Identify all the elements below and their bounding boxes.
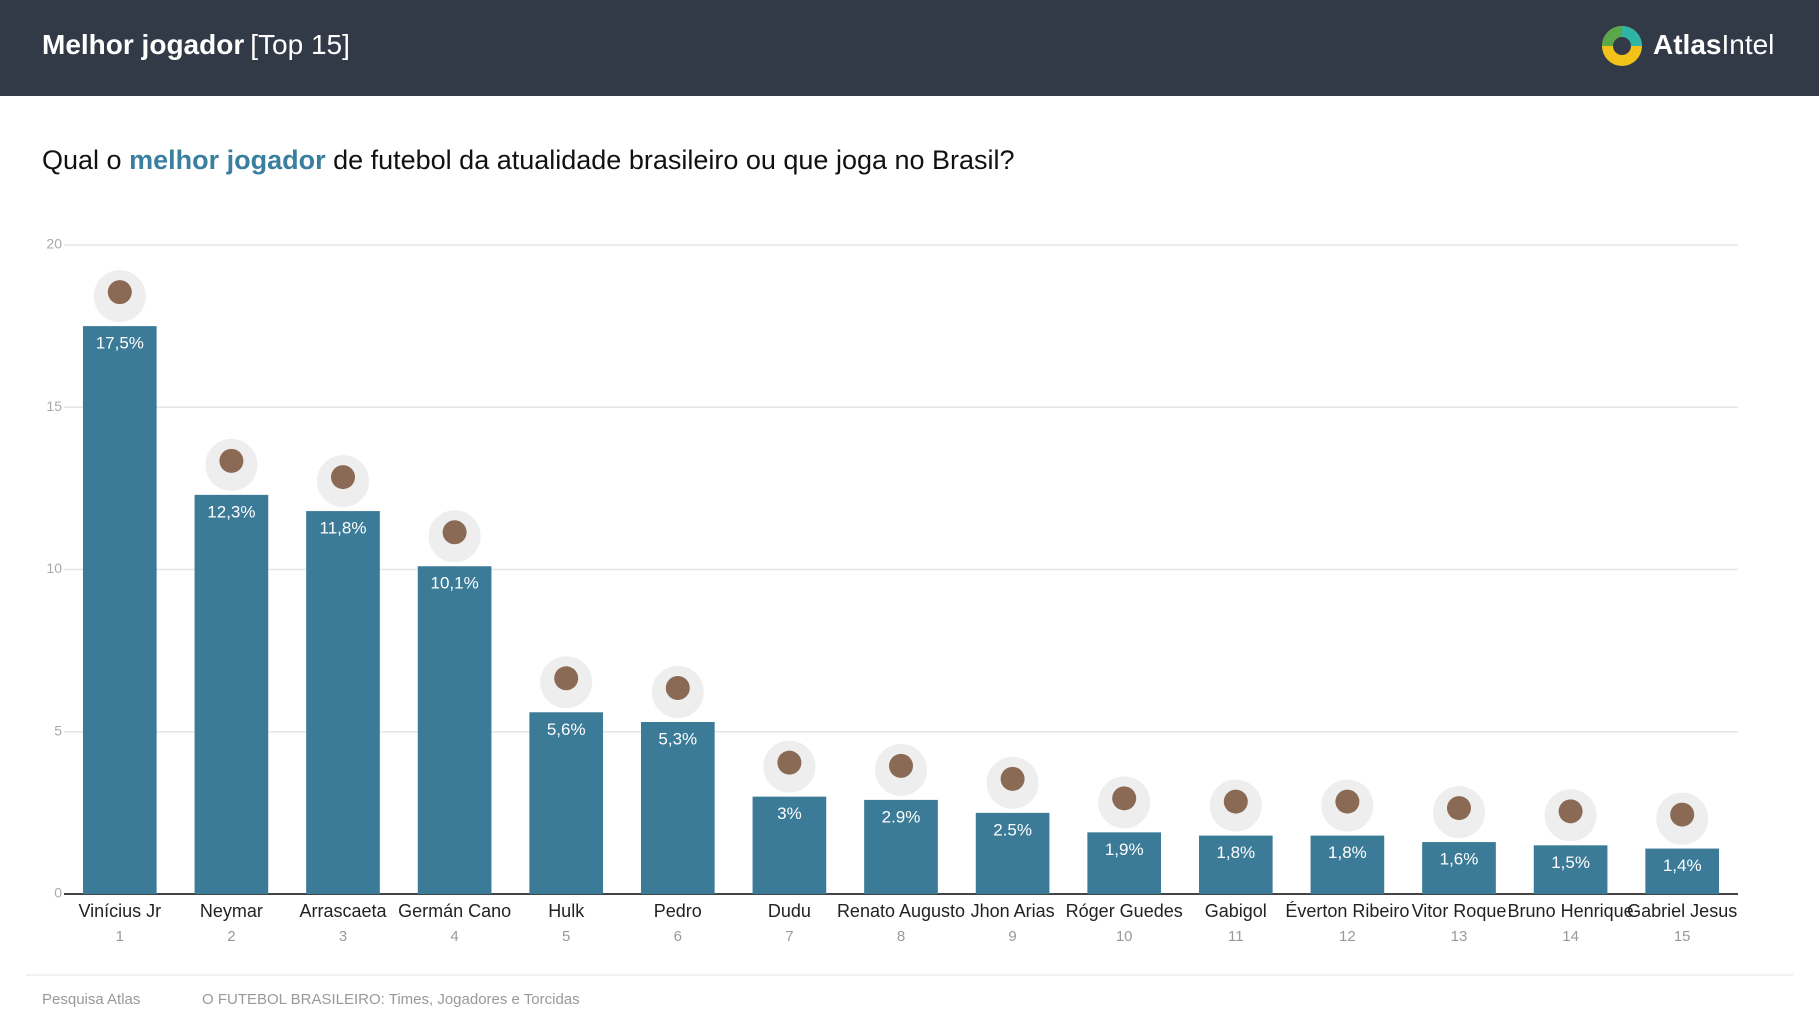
x-tick-label: Pedro (654, 901, 702, 921)
x-tick-label: Arrascaeta (299, 901, 387, 921)
rank-label: 10 (1116, 928, 1133, 945)
player-face (1000, 766, 1025, 791)
rank-label: 15 (1674, 928, 1691, 945)
x-tick-label: Jhon Arias (971, 901, 1055, 921)
player-face (1335, 789, 1360, 814)
bar (640, 722, 715, 894)
player-face (442, 520, 467, 545)
bar (1645, 848, 1720, 894)
player-face (1670, 802, 1695, 827)
player-face (554, 666, 579, 691)
bar (306, 511, 380, 894)
player-face (1558, 799, 1583, 824)
bar (864, 799, 938, 894)
x-tick-label: Dudu (768, 901, 811, 921)
bar (529, 712, 604, 894)
header-title: Melhor jogador [Top 15] (42, 29, 350, 60)
value-label: 2.5% (993, 820, 1032, 839)
footer-study: O FUTEBOL BRASILEIRO: Times, Jogadores e… (202, 991, 580, 1008)
title-part: de futebol da atualidade brasileiro ou q… (326, 145, 1015, 175)
rank-label: 5 (562, 928, 570, 945)
x-tick-label: Hulk (548, 901, 585, 921)
player-face (219, 448, 244, 473)
x-tick-label: Renato Augusto (837, 901, 965, 921)
value-label: 1,5% (1551, 853, 1590, 872)
value-label: 1,8% (1216, 843, 1255, 862)
rank-label: 13 (1451, 928, 1468, 945)
x-tick-label: Vitor Roque (1412, 901, 1507, 921)
value-label: 1,9% (1105, 840, 1144, 859)
x-tick-label: Gabigol (1205, 901, 1267, 921)
player-face (1447, 796, 1471, 821)
rank-label: 3 (339, 928, 347, 945)
rank-label: 6 (674, 928, 682, 945)
y-tick-label: 20 (46, 236, 62, 252)
header-title-rest: [Top 15] (250, 29, 350, 60)
rank-label: 9 (1008, 928, 1016, 945)
value-label: 1,8% (1328, 843, 1367, 862)
player-face (665, 676, 690, 701)
footer-source: Pesquisa Atlas (42, 991, 140, 1008)
bar (417, 566, 492, 894)
x-tick-label: Vinícius Jr (78, 901, 161, 921)
player-face (889, 753, 913, 778)
bar (1422, 842, 1496, 894)
player-face (1223, 789, 1248, 814)
header-bar (0, 0, 1819, 96)
bar (82, 326, 157, 894)
player-face (331, 465, 355, 490)
header-title-bold: Melhor jogador (42, 29, 244, 60)
rank-label: 2 (227, 928, 235, 945)
bar (194, 494, 269, 894)
logo-bold: Atlas (1653, 29, 1721, 60)
bar (1310, 835, 1385, 894)
value-label: 12,3% (207, 502, 255, 521)
bar (752, 796, 827, 894)
value-label: 5,6% (547, 720, 586, 739)
x-tick-label: Róger Guedes (1066, 901, 1183, 921)
y-tick-label: 0 (54, 885, 62, 901)
y-tick-label: 10 (46, 560, 62, 576)
y-tick-label: 5 (54, 722, 62, 738)
value-label: 3% (777, 804, 802, 823)
player-face (107, 280, 132, 305)
title-part: Qual o (42, 145, 129, 175)
x-tick-label: Éverton Ribeiro (1285, 901, 1409, 921)
x-tick-label: Gabriel Jesus (1627, 901, 1737, 921)
bar (1087, 832, 1162, 894)
x-tick-label: Germán Cano (398, 901, 511, 921)
rank-label: 14 (1562, 928, 1579, 945)
rank-label: 1 (116, 928, 124, 945)
bar (1198, 835, 1273, 894)
logo: AtlasIntel (1602, 26, 1774, 66)
x-tick-label: Neymar (200, 901, 263, 921)
chart-title: Qual o melhor jogador de futebol da atua… (42, 145, 1015, 175)
rank-label: 7 (785, 928, 793, 945)
title-highlight: melhor jogador (129, 145, 326, 175)
x-tick-label: Bruno Henrique (1508, 901, 1634, 921)
rank-label: 4 (450, 928, 458, 945)
rank-label: 8 (897, 928, 905, 945)
value-label: 11,8% (320, 519, 367, 538)
bar (1533, 845, 1608, 894)
player-face (1112, 786, 1137, 811)
rank-label: 12 (1339, 928, 1356, 945)
logo-rest: Intel (1721, 29, 1774, 60)
player-face (777, 750, 802, 775)
rank-label: 11 (1228, 928, 1244, 945)
value-label: 10,1% (430, 574, 478, 593)
value-label: 2.9% (882, 807, 921, 826)
value-label: 5,3% (658, 729, 697, 748)
value-label: 1,6% (1440, 850, 1479, 869)
value-label: 17,5% (96, 334, 144, 353)
bar (975, 812, 1050, 894)
logo-text: AtlasIntel (1653, 29, 1774, 60)
value-label: 1,4% (1663, 856, 1702, 875)
y-tick-label: 15 (46, 398, 62, 414)
